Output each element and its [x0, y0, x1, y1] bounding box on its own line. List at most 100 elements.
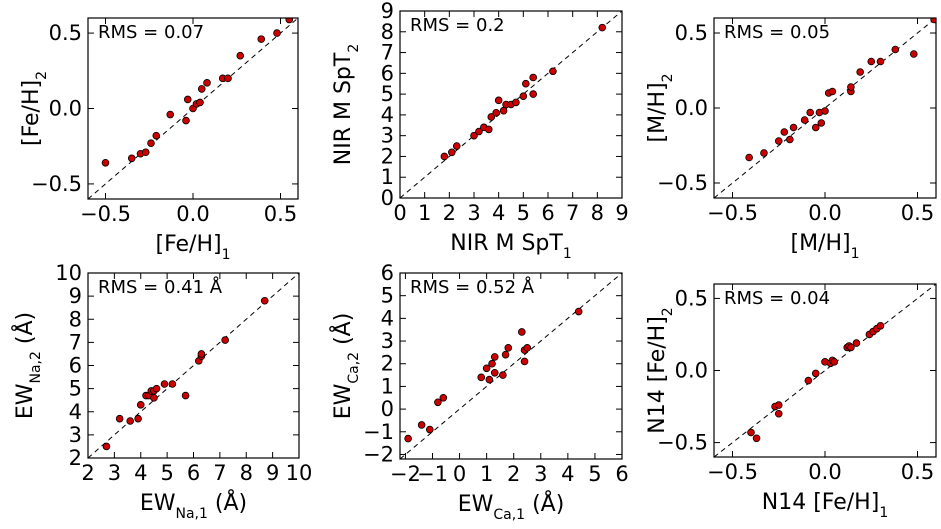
x-axis-label-sub: 1: [563, 246, 572, 262]
data-point: [828, 87, 837, 96]
data-point: [285, 18, 294, 24]
x-tick-label: 2: [507, 462, 520, 486]
data-point: [166, 110, 175, 119]
data-point: [126, 417, 134, 425]
x-axis-label-main: [M/H]: [790, 231, 850, 256]
data-point: [504, 344, 513, 352]
data-point: [523, 344, 532, 352]
y-axis-label-main: N14 [Fe/H]: [645, 316, 670, 434]
y-axis-label-main: EW: [331, 383, 356, 419]
y-tick-label: 7: [381, 41, 394, 65]
axes-frame: [399, 10, 623, 199]
data-point: [847, 83, 855, 91]
axes-frame: [399, 272, 623, 460]
data-point: [203, 79, 211, 87]
x-tick-label: 3: [467, 201, 480, 225]
data-point: [168, 380, 177, 388]
data-point: [224, 74, 232, 83]
y-tick-label: 0: [381, 186, 394, 210]
x-tick-label: 10: [286, 461, 313, 485]
data-point: [484, 125, 493, 134]
y-tick-label: 0.0: [675, 359, 708, 383]
x-tick-label: 0: [453, 462, 466, 486]
y-axis-label-sub: 2: [34, 71, 50, 80]
data-point: [115, 414, 124, 423]
data-point: [821, 107, 829, 115]
rms-annotation: RMS = 0.05: [724, 22, 830, 43]
rms-annotation: RMS = 0.2: [410, 15, 505, 36]
y-axis-label-sub: 2: [660, 73, 676, 82]
y-tick-label: 0.5: [675, 21, 708, 45]
y-tick-label: 1: [381, 374, 394, 398]
y-tick-label: −0.5: [657, 431, 708, 455]
data-point: [485, 375, 494, 384]
data-point: [806, 108, 814, 117]
y-axis-label-sub: 2: [346, 44, 362, 53]
data-point: [521, 79, 530, 88]
x-axis-label: EWNa,1 (Å): [140, 489, 247, 522]
data-point: [477, 373, 486, 382]
y-tick-label: −0.5: [31, 172, 82, 196]
x-tick-label: 0.0: [176, 202, 209, 226]
y-tick-label: 2: [381, 352, 394, 376]
data-point: [152, 384, 161, 393]
data-point: [774, 401, 783, 409]
data-point: [425, 425, 434, 434]
x-tick-label: 6: [615, 462, 628, 486]
data-point: [847, 343, 855, 352]
y-tick-label: 8: [69, 307, 82, 331]
x-tick-label: 7: [566, 201, 579, 225]
data-point: [196, 98, 204, 107]
x-axis-label-unit: (Å): [208, 489, 247, 516]
axes-frame: [713, 283, 937, 458]
y-tick-label: 6: [381, 61, 394, 85]
data-point: [930, 18, 936, 24]
y-tick-label: 0.5: [49, 21, 82, 45]
x-axis-label: NIR M SpT1: [450, 231, 572, 262]
x-axis-label: EWCa,1 (Å): [458, 490, 565, 523]
rms-annotation: RMS = 0.04: [724, 288, 830, 309]
x-tick-label: 0.0: [808, 460, 841, 484]
x-tick-label: 1: [418, 201, 431, 225]
data-point: [909, 50, 918, 58]
x-tick-label: 4: [561, 462, 574, 486]
data-point: [811, 123, 820, 132]
x-axis-label-sub: Na,1: [176, 506, 208, 522]
data-point: [804, 376, 813, 385]
y-tick-label: 2: [381, 144, 394, 168]
data-point: [876, 322, 885, 330]
data-point: [519, 92, 528, 100]
data-point: [475, 127, 483, 136]
panel-m-h: −0.5 0.0 0.5−0.50.00.5 RMS = 0.05[M/H]1[M/H…: [645, 17, 937, 262]
y-axis-label-sub: 2: [660, 307, 676, 316]
x-tick-label: 5: [588, 462, 601, 486]
x-tick-label: 6: [541, 201, 554, 225]
data-point: [452, 142, 461, 150]
data-point: [598, 23, 607, 32]
x-tick-label: 9: [615, 201, 628, 225]
y-axis-label-main: [Fe/H]: [19, 80, 44, 146]
y-axis-label-unit: (Å): [329, 313, 356, 352]
data-point: [134, 414, 142, 423]
data-point: [488, 359, 496, 368]
x-tick-label: 9: [266, 461, 279, 485]
y-tick-label: 9: [381, 0, 394, 23]
y-tick-label: 0.5: [675, 286, 708, 310]
data-point: [183, 95, 192, 104]
data-point: [490, 353, 499, 361]
y-axis-label-unit: (Å): [11, 312, 38, 351]
x-tick-label: 8: [591, 201, 604, 225]
x-axis-label: [Fe/H]1: [155, 232, 230, 263]
x-axis-label-main: N14 [Fe/H]: [762, 490, 880, 515]
x-tick-label: 0.5: [264, 202, 297, 226]
x-tick-label: 7: [213, 461, 226, 485]
data-point: [273, 29, 281, 37]
data-point: [182, 116, 190, 125]
data-point: [221, 336, 229, 344]
y-axis-label: EWCa,2 (Å): [329, 313, 362, 420]
rms-annotation: RMS = 0.41 Å: [98, 276, 223, 298]
data-point: [447, 148, 456, 157]
data-point: [774, 137, 783, 145]
data-point: [811, 369, 820, 378]
